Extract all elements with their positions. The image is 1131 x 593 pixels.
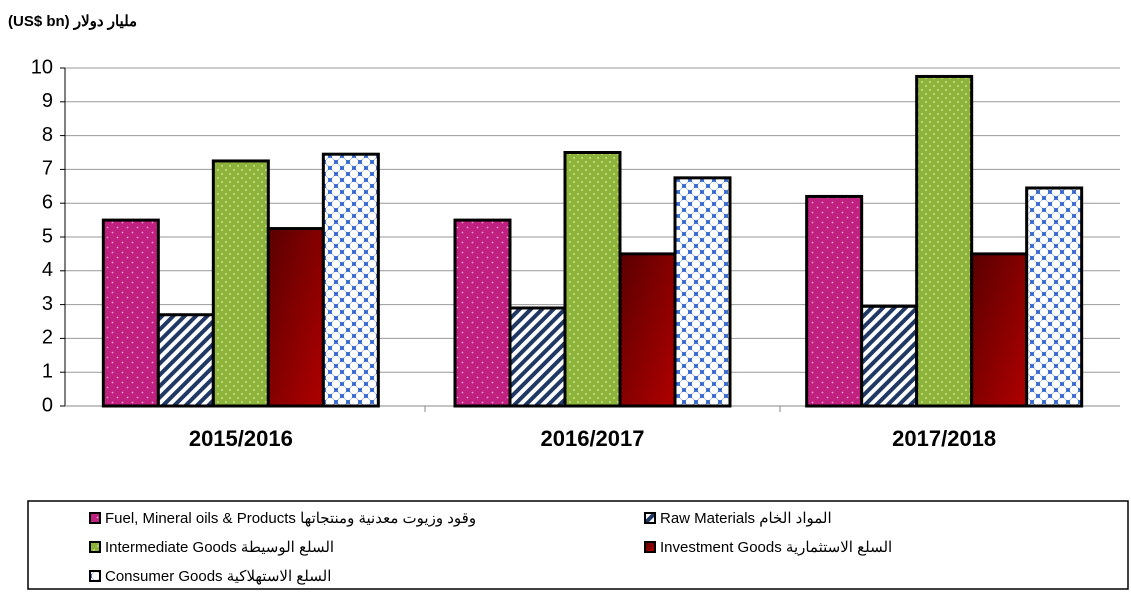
- y-tick-label: 6: [42, 191, 53, 213]
- y-tick-label: 0: [42, 394, 53, 416]
- bar: [673, 176, 732, 408]
- y-tick-label: 1: [42, 360, 53, 382]
- legend-label: Investment Goods السلع الاستثمارية: [660, 539, 892, 556]
- bar: [156, 313, 215, 408]
- y-tick-label: 2: [42, 327, 53, 349]
- y-tick-label: 7: [42, 158, 53, 180]
- x-tick-label: 2015/2016: [189, 426, 293, 451]
- legend-marker: [644, 541, 656, 553]
- legend-marker: [89, 512, 101, 524]
- legend-label: Intermediate Goods السلع الوسيطة: [105, 539, 334, 556]
- bar: [860, 304, 919, 408]
- bar: [563, 151, 622, 408]
- bar: [970, 252, 1029, 408]
- bar: [915, 74, 974, 408]
- bar: [618, 252, 677, 408]
- legend-marker: [644, 512, 656, 524]
- x-tick-label: 2017/2018: [892, 426, 996, 451]
- legend-box: [27, 500, 1129, 590]
- y-tick-label: 5: [42, 225, 53, 247]
- chart-title: (US$ bn) مليار دولار: [8, 13, 137, 30]
- y-tick-label: 3: [42, 293, 53, 315]
- bar: [805, 194, 864, 408]
- bar: [321, 152, 380, 408]
- y-tick-label: 10: [31, 56, 53, 78]
- bar: [266, 227, 325, 408]
- bar: [1025, 186, 1084, 408]
- legend-label: Consumer Goods السلع الاستهلاكية: [105, 568, 331, 585]
- legend-label: Fuel, Mineral oils & Products وقود وزيوت…: [105, 510, 476, 527]
- legend-marker: [89, 570, 101, 582]
- bar: [453, 218, 512, 408]
- bar: [211, 159, 270, 408]
- y-tick-label: 8: [42, 124, 53, 146]
- y-tick-label: 4: [42, 259, 53, 281]
- legend-label: Raw Materials المواد الخام: [660, 510, 832, 527]
- legend-marker: [89, 541, 101, 553]
- x-tick-label: 2016/2017: [541, 426, 645, 451]
- y-tick-label: 9: [42, 90, 53, 112]
- bar: [101, 218, 160, 408]
- bar: [508, 306, 567, 408]
